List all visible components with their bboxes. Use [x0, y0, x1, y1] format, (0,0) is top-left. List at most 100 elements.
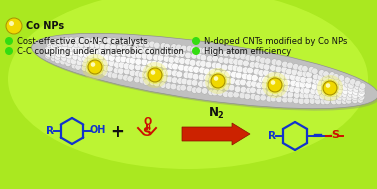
- Circle shape: [323, 81, 337, 95]
- FancyArrow shape: [182, 123, 250, 145]
- Circle shape: [105, 48, 112, 55]
- Circle shape: [83, 47, 89, 53]
- Circle shape: [192, 47, 200, 55]
- Circle shape: [242, 73, 248, 80]
- Circle shape: [218, 50, 225, 56]
- Text: S: S: [143, 126, 152, 139]
- Circle shape: [192, 37, 200, 45]
- Circle shape: [55, 51, 62, 57]
- Circle shape: [99, 43, 106, 50]
- Circle shape: [87, 61, 93, 68]
- Circle shape: [127, 39, 133, 45]
- Circle shape: [352, 94, 358, 101]
- Circle shape: [179, 58, 185, 64]
- Circle shape: [135, 52, 142, 59]
- Circle shape: [128, 64, 135, 70]
- Circle shape: [219, 77, 226, 84]
- Circle shape: [215, 63, 222, 69]
- Circle shape: [121, 39, 127, 45]
- Circle shape: [55, 47, 62, 54]
- Circle shape: [346, 94, 352, 101]
- Circle shape: [181, 78, 187, 85]
- Circle shape: [357, 91, 364, 98]
- Circle shape: [73, 41, 80, 48]
- Circle shape: [270, 65, 276, 71]
- Circle shape: [172, 63, 179, 70]
- Circle shape: [117, 74, 124, 80]
- Circle shape: [66, 52, 72, 59]
- Circle shape: [116, 38, 123, 45]
- Circle shape: [114, 62, 120, 68]
- Circle shape: [57, 44, 64, 51]
- Circle shape: [57, 38, 64, 45]
- Circle shape: [286, 68, 292, 75]
- Circle shape: [74, 37, 80, 43]
- Circle shape: [98, 48, 105, 54]
- Circle shape: [354, 83, 361, 90]
- Circle shape: [229, 78, 236, 84]
- Circle shape: [118, 68, 124, 74]
- Circle shape: [135, 64, 141, 71]
- Circle shape: [273, 83, 279, 90]
- Circle shape: [280, 72, 286, 79]
- Circle shape: [191, 53, 198, 59]
- Circle shape: [192, 80, 198, 86]
- Text: R: R: [46, 126, 54, 136]
- Circle shape: [196, 60, 202, 67]
- Circle shape: [291, 69, 298, 75]
- Circle shape: [127, 76, 133, 82]
- Circle shape: [94, 42, 101, 48]
- Circle shape: [325, 90, 332, 97]
- Circle shape: [70, 58, 77, 65]
- Circle shape: [81, 65, 87, 71]
- Circle shape: [133, 45, 139, 52]
- Circle shape: [321, 79, 339, 97]
- Circle shape: [208, 48, 214, 55]
- Circle shape: [349, 79, 356, 85]
- Circle shape: [345, 98, 352, 104]
- Circle shape: [289, 86, 295, 93]
- Circle shape: [329, 72, 335, 78]
- Circle shape: [302, 71, 308, 77]
- Circle shape: [293, 64, 299, 70]
- Text: $\mathbf{N_2}$: $\mathbf{N_2}$: [207, 106, 224, 121]
- Circle shape: [118, 62, 125, 68]
- Circle shape: [178, 64, 185, 71]
- Circle shape: [239, 92, 245, 99]
- Circle shape: [295, 81, 302, 88]
- Circle shape: [186, 45, 193, 52]
- Circle shape: [281, 67, 288, 73]
- Circle shape: [120, 56, 127, 63]
- Circle shape: [256, 88, 262, 94]
- Circle shape: [215, 76, 221, 83]
- Circle shape: [183, 65, 190, 72]
- Circle shape: [262, 72, 288, 98]
- Circle shape: [255, 56, 262, 62]
- Circle shape: [244, 93, 251, 99]
- Circle shape: [352, 92, 359, 98]
- Circle shape: [260, 57, 266, 64]
- Circle shape: [264, 64, 270, 70]
- Circle shape: [123, 63, 130, 69]
- Circle shape: [339, 79, 345, 86]
- Circle shape: [321, 85, 328, 91]
- Circle shape: [71, 63, 78, 69]
- Text: N-doped CNTs modified by Co NPs: N-doped CNTs modified by Co NPs: [204, 36, 347, 46]
- Circle shape: [193, 66, 200, 73]
- Circle shape: [111, 38, 117, 44]
- Circle shape: [338, 75, 345, 81]
- Circle shape: [237, 59, 244, 66]
- Circle shape: [156, 61, 163, 67]
- Circle shape: [298, 98, 305, 104]
- Circle shape: [227, 64, 234, 71]
- Circle shape: [277, 84, 284, 91]
- Circle shape: [221, 64, 228, 71]
- Circle shape: [135, 58, 142, 65]
- Circle shape: [342, 84, 349, 91]
- Circle shape: [215, 70, 221, 76]
- Circle shape: [169, 50, 175, 56]
- Text: +: +: [110, 123, 124, 141]
- Circle shape: [102, 70, 108, 76]
- Circle shape: [175, 51, 181, 57]
- Circle shape: [341, 98, 348, 104]
